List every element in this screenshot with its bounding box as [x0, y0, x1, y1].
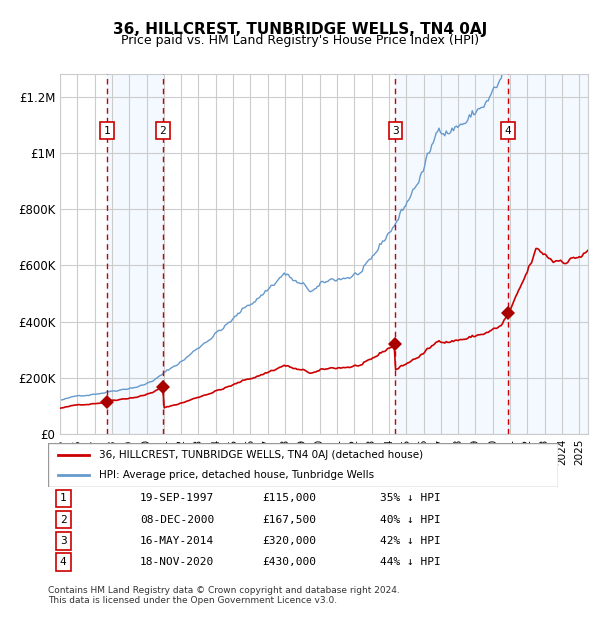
- Bar: [107, 74, 163, 434]
- Text: 16-MAY-2014: 16-MAY-2014: [140, 536, 214, 546]
- Text: 1: 1: [60, 494, 67, 503]
- Text: 08-DEC-2000: 08-DEC-2000: [140, 515, 214, 525]
- Bar: [395, 74, 508, 434]
- Text: 1: 1: [104, 126, 110, 136]
- Text: Contains HM Land Registry data © Crown copyright and database right 2024.
This d: Contains HM Land Registry data © Crown c…: [48, 586, 400, 605]
- Text: 18-NOV-2020: 18-NOV-2020: [140, 557, 214, 567]
- Text: 44% ↓ HPI: 44% ↓ HPI: [380, 557, 440, 567]
- Text: 35% ↓ HPI: 35% ↓ HPI: [380, 494, 440, 503]
- FancyBboxPatch shape: [48, 443, 558, 487]
- Text: Price paid vs. HM Land Registry's House Price Index (HPI): Price paid vs. HM Land Registry's House …: [121, 34, 479, 47]
- Text: 36, HILLCREST, TUNBRIDGE WELLS, TN4 0AJ (detached house): 36, HILLCREST, TUNBRIDGE WELLS, TN4 0AJ …: [99, 451, 423, 461]
- Text: £167,500: £167,500: [262, 515, 316, 525]
- Bar: [508, 74, 588, 434]
- Text: 2: 2: [60, 515, 67, 525]
- Text: 2: 2: [160, 126, 166, 136]
- Text: £115,000: £115,000: [262, 494, 316, 503]
- Text: 3: 3: [60, 536, 67, 546]
- Text: 42% ↓ HPI: 42% ↓ HPI: [380, 536, 440, 546]
- Text: 3: 3: [392, 126, 398, 136]
- Text: 4: 4: [60, 557, 67, 567]
- Text: HPI: Average price, detached house, Tunbridge Wells: HPI: Average price, detached house, Tunb…: [99, 469, 374, 479]
- Text: £430,000: £430,000: [262, 557, 316, 567]
- Text: £320,000: £320,000: [262, 536, 316, 546]
- Text: 40% ↓ HPI: 40% ↓ HPI: [380, 515, 440, 525]
- Text: 36, HILLCREST, TUNBRIDGE WELLS, TN4 0AJ: 36, HILLCREST, TUNBRIDGE WELLS, TN4 0AJ: [113, 22, 487, 37]
- Text: 19-SEP-1997: 19-SEP-1997: [140, 494, 214, 503]
- Text: 4: 4: [505, 126, 511, 136]
